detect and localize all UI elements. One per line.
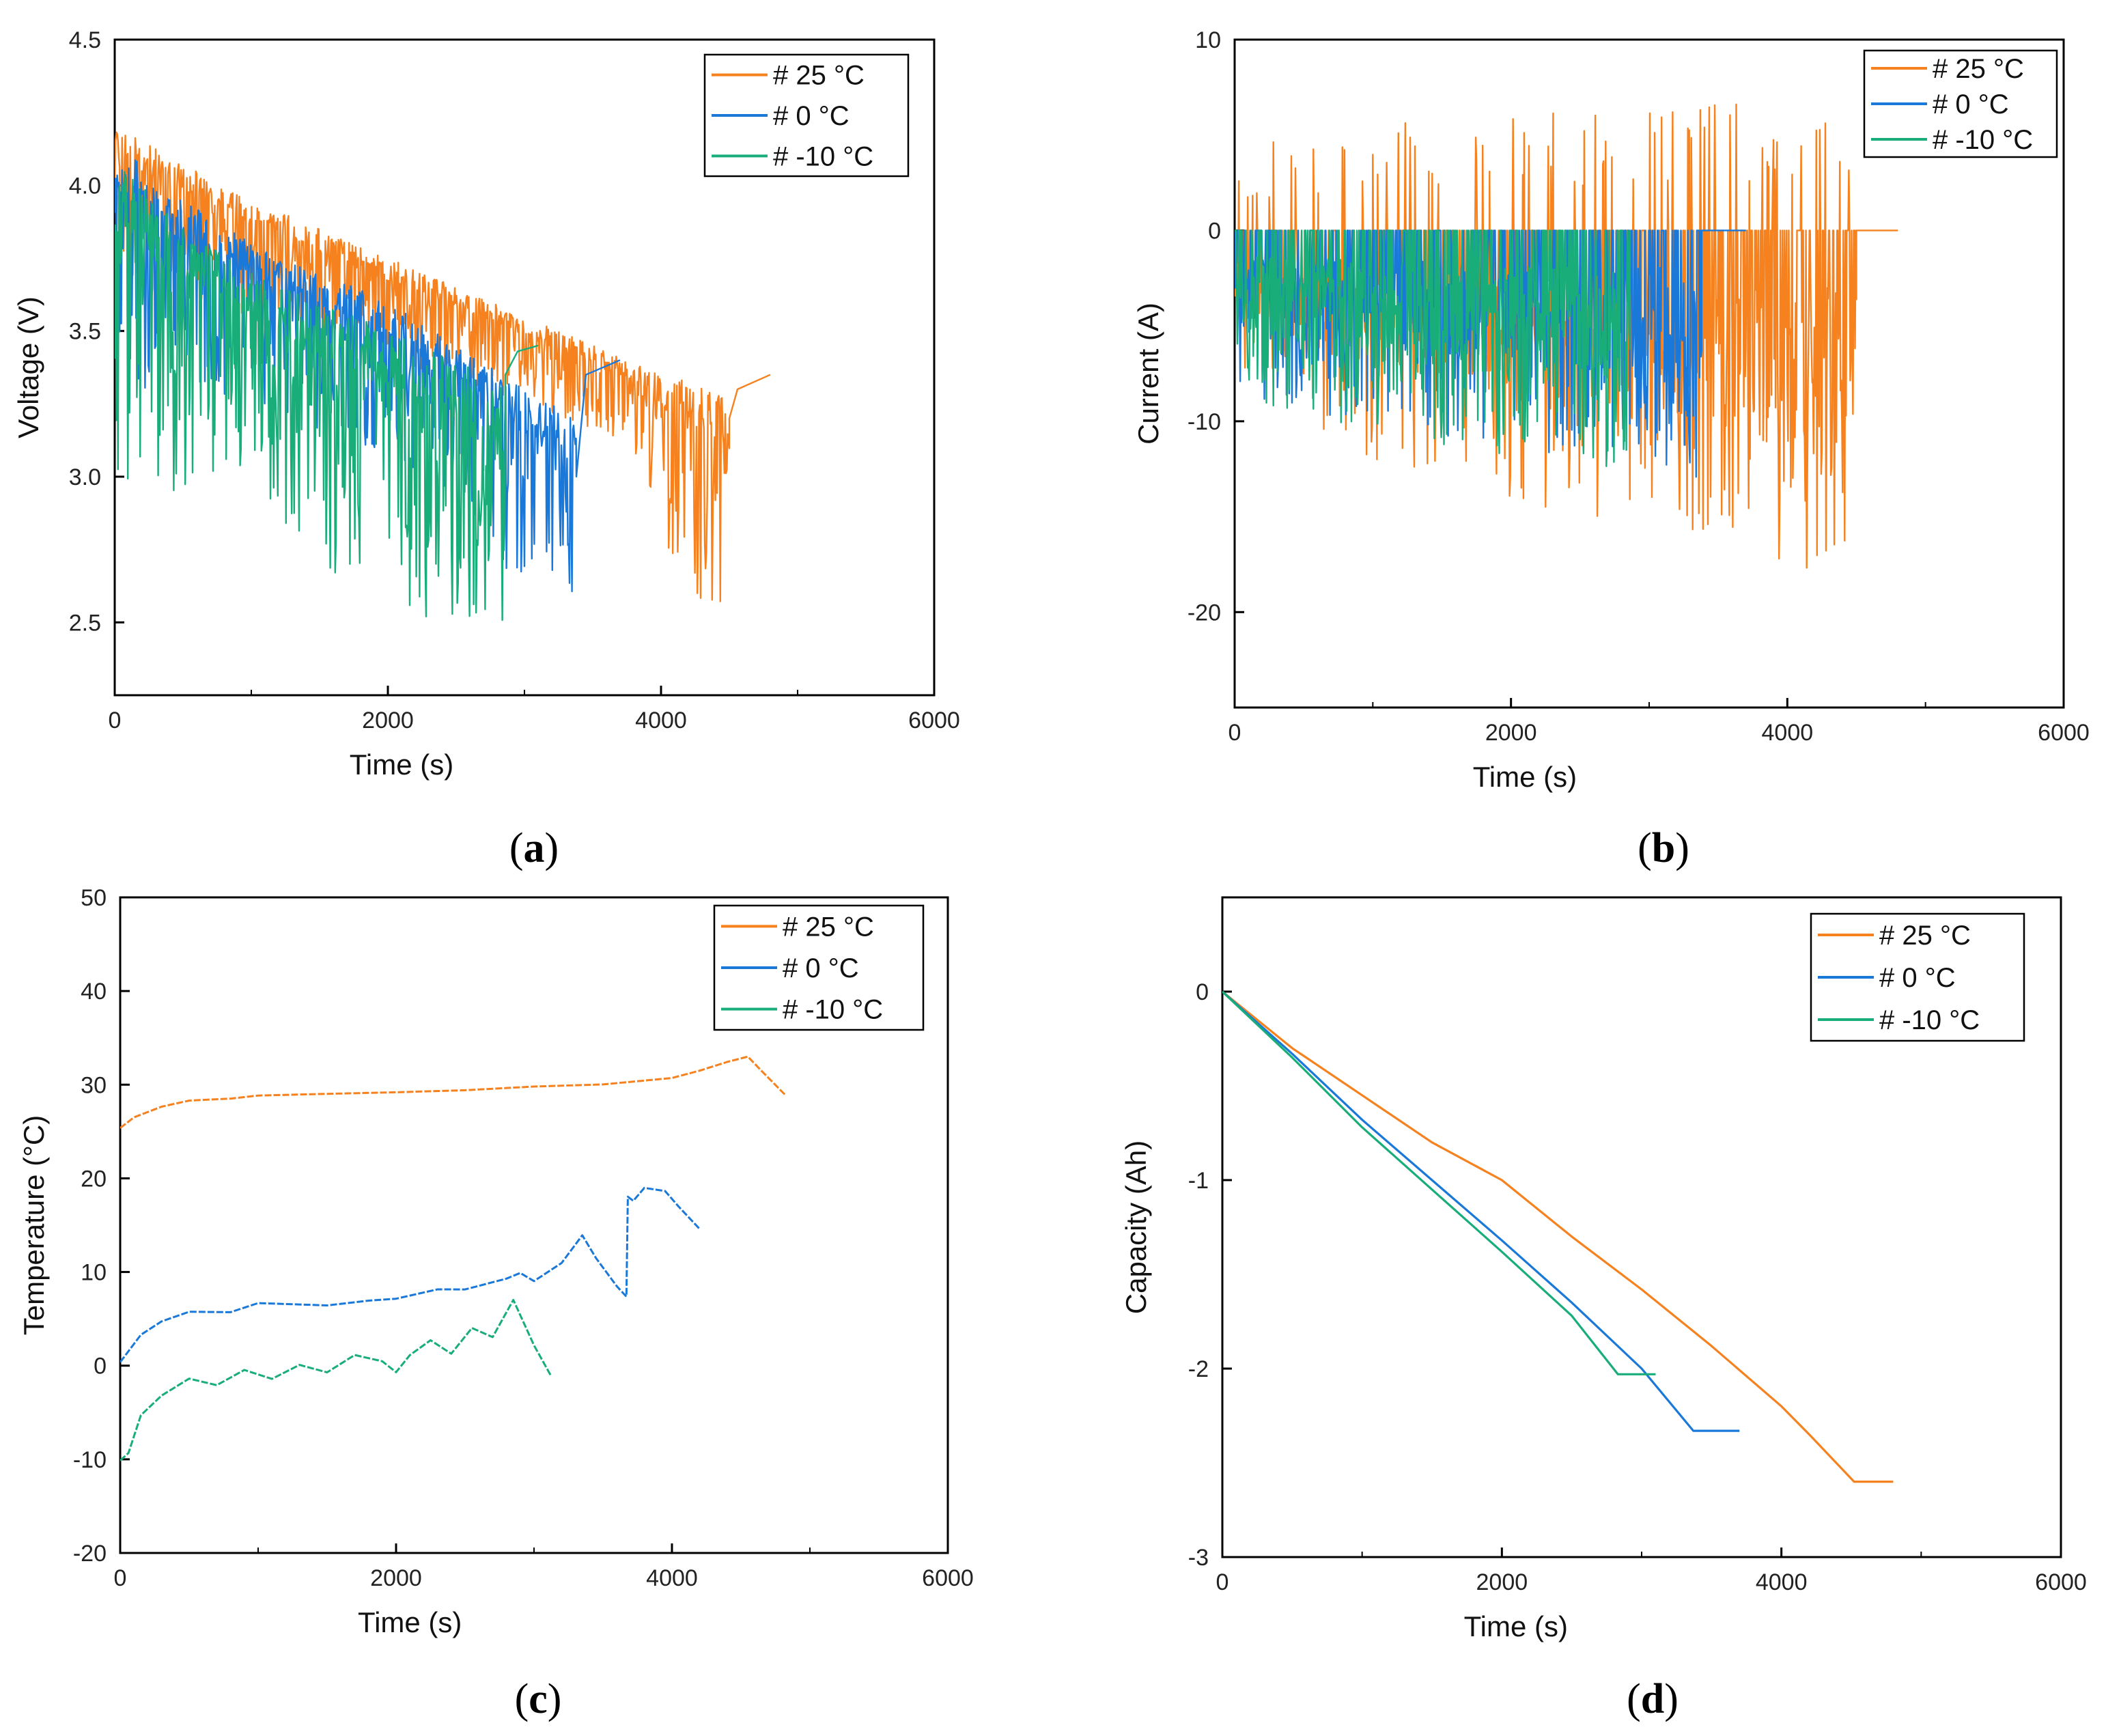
series-line-c-2 — [120, 1298, 552, 1461]
x-axis-label-a: Time (s) — [350, 748, 453, 781]
panel-d: 0 2000 4000 6000 -3 -2 -1 0 Time (s) Capacity (Ah… — [1120, 896, 2087, 1722]
legend-a: # 25 °C # 0 °C # -10 °C — [703, 53, 910, 178]
y-tick-label-c-1: -10 — [73, 1447, 107, 1473]
x-axis-label-b: Time (s) — [1473, 761, 1577, 793]
panel-a: 0 2000 4000 6000 2.5 3.0 3.5 4.0 4.5 Time (s) Volt… — [12, 27, 960, 871]
panel-b: 0 2000 4000 6000 -20 -10 0 10 Time (s) Current (A… — [1132, 27, 2090, 871]
panel-label-c: (c) — [515, 1676, 562, 1722]
x-tick-label-a-1: 2000 — [362, 708, 414, 733]
panel-label-d: (d) — [1627, 1676, 1679, 1722]
x-tick-label-c-2: 4000 — [646, 1565, 698, 1591]
legend-label-a-0: # 25 °C — [773, 61, 865, 91]
x-tick-label-d-1: 2000 — [1476, 1569, 1528, 1595]
y-tick-label-c-0: -20 — [73, 1541, 107, 1567]
series-line-c-1 — [120, 1186, 701, 1363]
legend-label-a-2: # -10 °C — [773, 141, 873, 171]
x-tick-label-a-3: 6000 — [908, 708, 960, 733]
legend-label-b-1: # 0 °C — [1933, 89, 2009, 120]
series-line-d-2 — [1222, 990, 1656, 1375]
y-tick-label-c-5: 30 — [81, 1072, 107, 1098]
panel-label-a: (a) — [509, 825, 559, 871]
x-tick-label-a-2: 4000 — [635, 708, 687, 733]
x-tick-label-b-1: 2000 — [1485, 720, 1537, 746]
series-line-a-0 — [115, 131, 771, 602]
x-axis-label-d: Time (s) — [1464, 1610, 1568, 1642]
y-tick-label-a-2: 3.5 — [69, 319, 101, 345]
y-tick-label-b-3: 10 — [1195, 27, 1221, 53]
y-tick-label-a-3: 4.0 — [69, 173, 101, 199]
y-axis-label-c: Temperature (°C) — [18, 1115, 50, 1336]
x-tick-label-d-3: 6000 — [2035, 1569, 2087, 1595]
legend-label-d-2: # -10 °C — [1879, 1005, 1980, 1035]
legend-b: # 25 °C # 0 °C # -10 °C — [1863, 49, 2058, 158]
y-tick-label-d-0: -3 — [1188, 1545, 1209, 1571]
panel-c: 0 2000 4000 6000 -20 -10 0 10 20 30 40 50 Time (s) Te… — [18, 885, 974, 1722]
y-tick-label-c-6: 40 — [81, 979, 107, 1005]
y-tick-label-c-3: 10 — [81, 1260, 107, 1286]
y-axis-label-a: Voltage (V) — [12, 296, 44, 438]
legend-label-c-1: # 0 °C — [783, 953, 859, 983]
y-tick-label-b-2: 0 — [1208, 218, 1221, 244]
y-tick-label-a-4: 4.5 — [69, 27, 101, 53]
x-tick-label-b-2: 4000 — [1762, 720, 1814, 746]
legend-label-d-0: # 25 °C — [1879, 921, 1971, 951]
series-line-b-2 — [1235, 229, 1631, 467]
legend-label-b-0: # 25 °C — [1933, 54, 2024, 84]
x-tick-label-d-0: 0 — [1216, 1569, 1229, 1595]
x-tick-label-c-1: 2000 — [370, 1565, 422, 1591]
x-tick-label-b-0: 0 — [1228, 720, 1241, 746]
y-tick-label-b-1: -10 — [1188, 409, 1221, 435]
legend-label-c-0: # 25 °C — [783, 912, 874, 942]
x-axis-label-c: Time (s) — [358, 1606, 462, 1638]
y-axis-label-b: Current (A) — [1132, 303, 1164, 445]
x-tick-label-d-2: 4000 — [1756, 1569, 1808, 1595]
y-tick-label-c-7: 50 — [81, 885, 107, 911]
series-line-a-2 — [115, 171, 539, 621]
series-line-d-0 — [1222, 990, 1894, 1483]
y-tick-label-d-1: -2 — [1188, 1356, 1209, 1382]
y-tick-label-c-2: 0 — [94, 1354, 107, 1380]
series-line-d-1 — [1222, 990, 1740, 1432]
x-tick-label-a-0: 0 — [109, 708, 122, 733]
y-tick-label-a-0: 2.5 — [69, 610, 101, 636]
legend-label-b-2: # -10 °C — [1933, 125, 2033, 155]
y-tick-label-d-3: 0 — [1196, 979, 1209, 1005]
series-line-c-0 — [120, 1055, 786, 1129]
y-tick-label-b-0: -20 — [1188, 600, 1221, 626]
legend-label-d-1: # 0 °C — [1879, 963, 1956, 993]
legend-d: # 25 °C # 0 °C # -10 °C — [1810, 912, 2025, 1042]
x-tick-label-c-3: 6000 — [922, 1565, 974, 1591]
y-tick-label-a-1: 3.0 — [69, 464, 101, 490]
x-tick-label-b-3: 6000 — [2038, 720, 2090, 746]
panel-label-b: (b) — [1638, 825, 1689, 871]
y-axis-label-d: Capacity (Ah) — [1120, 1140, 1152, 1314]
y-tick-label-c-4: 20 — [81, 1166, 107, 1192]
y-tick-label-d-2: -1 — [1188, 1168, 1209, 1194]
x-tick-label-c-0: 0 — [114, 1565, 127, 1591]
legend-label-c-2: # -10 °C — [783, 995, 883, 1025]
legend-c: # 25 °C # 0 °C # -10 °C — [713, 904, 925, 1031]
legend-label-a-1: # 0 °C — [773, 101, 850, 131]
